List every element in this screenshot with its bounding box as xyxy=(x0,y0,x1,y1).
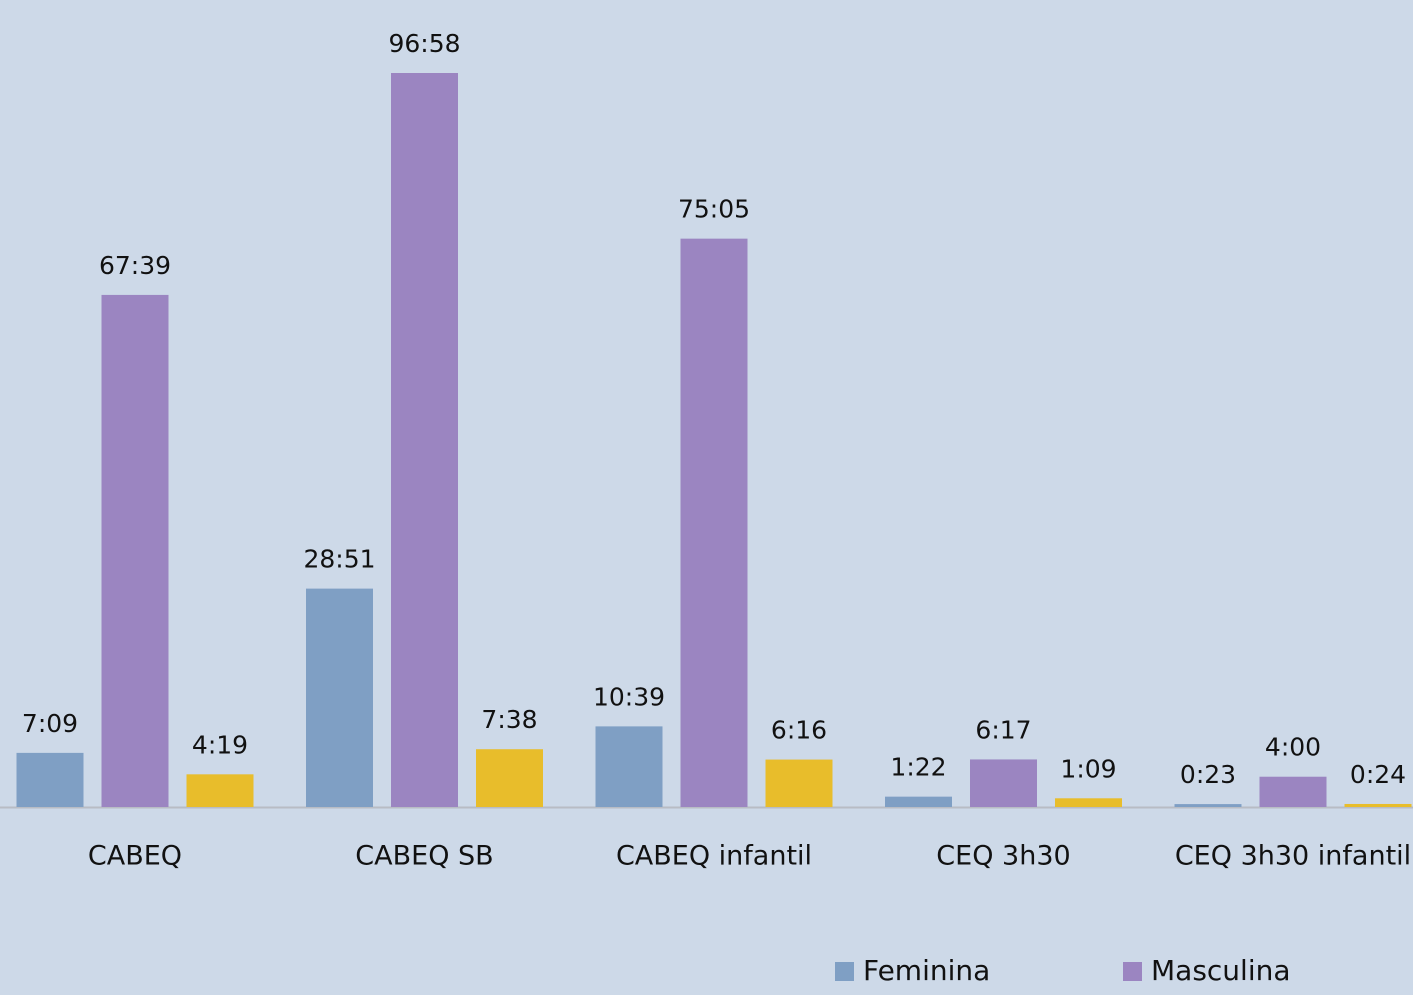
data-label: 4:19 xyxy=(192,730,248,759)
bar xyxy=(306,588,373,807)
bar xyxy=(391,73,458,807)
bar xyxy=(1055,798,1122,807)
bar xyxy=(101,294,169,807)
data-label: 67:39 xyxy=(99,251,171,280)
x-tick-label: CEQ 3h30 xyxy=(936,841,1070,872)
legend-label: Masculina xyxy=(1151,954,1291,987)
data-label: 4:00 xyxy=(1265,733,1321,762)
data-label: 10:39 xyxy=(593,682,665,711)
bar xyxy=(186,774,254,807)
data-label: 7:09 xyxy=(22,709,78,738)
bar xyxy=(595,726,663,807)
bar xyxy=(970,759,1037,807)
bar xyxy=(680,238,748,808)
data-label: 0:23 xyxy=(1180,760,1236,789)
bar xyxy=(1174,804,1242,807)
bar xyxy=(885,796,952,807)
x-tick-label: CABEQ xyxy=(88,841,182,872)
data-label: 6:17 xyxy=(975,715,1031,744)
bar xyxy=(1259,776,1327,807)
data-label: 7:38 xyxy=(481,705,537,734)
legend-swatch xyxy=(1123,962,1142,981)
bar xyxy=(1344,803,1412,807)
x-tick-label: CABEQ SB xyxy=(355,841,493,872)
data-label: 1:22 xyxy=(890,753,946,782)
bar xyxy=(16,752,84,807)
x-tick-label: CABEQ infantil xyxy=(616,841,812,872)
data-label: 96:58 xyxy=(388,29,460,58)
data-label: 6:16 xyxy=(771,716,827,745)
bar xyxy=(476,749,543,807)
x-tick-label: CEQ 3h30 infantil xyxy=(1175,841,1411,872)
data-label: 1:09 xyxy=(1060,754,1116,783)
legend-swatch xyxy=(835,962,854,981)
data-label: 0:24 xyxy=(1350,760,1406,789)
legend-label: Feminina xyxy=(863,954,990,987)
data-label: 75:05 xyxy=(678,195,750,224)
bar xyxy=(765,759,833,807)
data-label: 28:51 xyxy=(303,545,375,574)
